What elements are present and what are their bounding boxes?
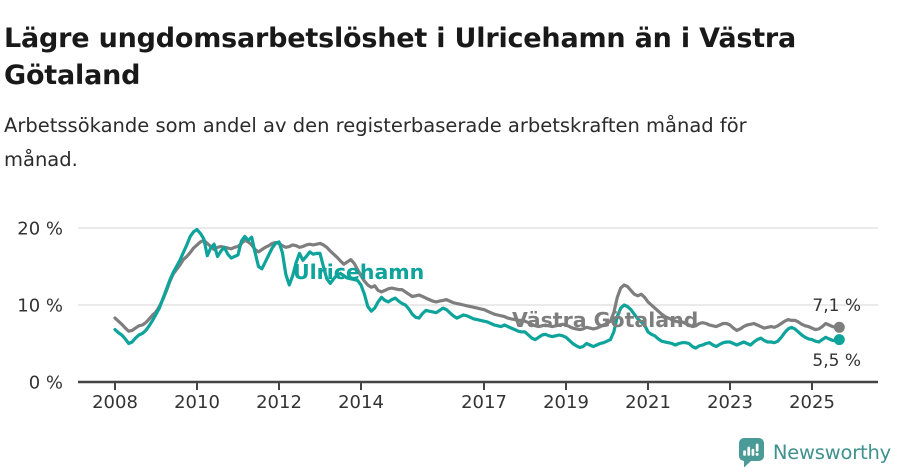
vastra-gotaland-line [113, 238, 841, 333]
ulricehamn-end-dot [833, 334, 845, 346]
ulricehamn-series-label: Ulricehamn [293, 260, 424, 284]
page-title-line-1: Lägre ungdomsarbetslöshet i Ulricehamn ä… [4, 23, 797, 55]
chart-subtitle: Arbetssökande som andel av den registerb… [4, 109, 864, 177]
newsworthy-logo-icon [738, 437, 764, 467]
x-axis-label-2023: 2023 [707, 392, 753, 413]
vastra-gotaland-series-label: Västra Götaland [512, 308, 698, 332]
brand-name: Newsworthy [772, 440, 891, 464]
y-axis-label-20: 20 % [17, 219, 63, 240]
page-title: Lägre ungdomsarbetslöshet i Ulricehamn ä… [4, 20, 884, 94]
series-end-dots [833, 321, 845, 346]
newsworthy-credit: Newsworthy [738, 435, 891, 469]
x-axis-label-2012: 2012 [256, 392, 302, 413]
x-axis-label-2014: 2014 [338, 392, 384, 413]
vastra-gotaland-end-dot [833, 321, 845, 333]
vastra-gotaland-end-value: 7,1 % [812, 296, 861, 316]
chart-subtitle-line-2: månad. [4, 148, 78, 171]
page-title-line-2: Götaland [4, 60, 141, 92]
x-axis-label-2025: 2025 [789, 392, 835, 413]
x-axis-tick-labels: 2008 2010 2012 2014 2017 2019 2021 2023 2025 [92, 392, 835, 413]
y-axis-label-0: 0 % [29, 373, 63, 394]
x-axis-label-2017: 2017 [461, 392, 507, 413]
x-axis-label-2019: 2019 [543, 392, 589, 413]
x-axis-label-2010: 2010 [174, 392, 220, 413]
x-axis-label-2021: 2021 [625, 392, 671, 413]
x-axis-label-2008: 2008 [92, 392, 138, 413]
chart-subtitle-line-1: Arbetssökande som andel av den registerb… [4, 114, 747, 137]
y-axis-labels: 0 % 10 % 20 % [17, 219, 63, 394]
y-gridlines [78, 227, 878, 306]
ulricehamn-end-value: 5,5 % [812, 351, 861, 371]
x-axis-ticks [114, 382, 813, 390]
y-axis-label-10: 10 % [17, 296, 63, 317]
ulricehamn-line [113, 227, 841, 350]
series-lines [113, 227, 841, 350]
